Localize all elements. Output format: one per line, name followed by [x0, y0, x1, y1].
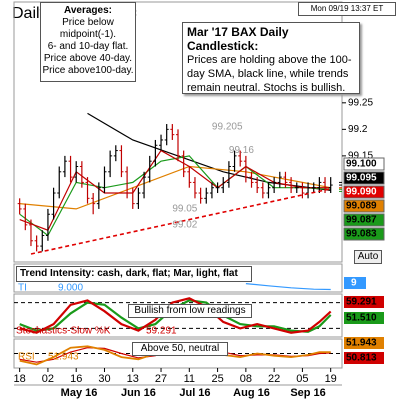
ti-flag — [344, 277, 366, 289]
averages-line: Price above100-day. — [42, 65, 134, 76]
commentary-title: Mar '17 BAX Daily Candlestick: — [187, 25, 289, 53]
rsi-label: RSI — [18, 352, 35, 363]
x-tick-label: 18 — [14, 373, 26, 385]
price-note: 99.16 — [229, 145, 254, 156]
rsi-value: 51.943 — [48, 352, 79, 363]
month-label: Jun 16 — [121, 387, 156, 399]
price-flag — [343, 227, 385, 241]
price-note: 99.05 — [172, 204, 197, 215]
panel-frame — [13, 1, 343, 263]
price-note: 99.02 — [172, 219, 197, 230]
x-tick-label: 13 — [127, 373, 139, 385]
commentary-text: Prices are holding above the 100-day SMA… — [187, 54, 352, 94]
y-tick-label: 99.25 — [348, 97, 373, 108]
stoch-label: Stochastics-Slow %K — [16, 326, 111, 337]
price-flag — [343, 199, 385, 213]
x-tick-label: 19 — [325, 373, 337, 385]
averages-box: Averages: Price below midpoint(-1). 6- a… — [40, 2, 136, 82]
price-flag — [343, 213, 385, 227]
x-tick-label: 02 — [42, 373, 54, 385]
stoch-flag — [344, 296, 384, 308]
moving-average — [19, 149, 331, 231]
price-flag-label: 99.100 — [346, 159, 377, 170]
y-tick-label: 99.15 — [348, 151, 373, 162]
trend-note: Trend Intensity: cash, dark, flat; Mar, … — [16, 266, 252, 282]
stoch-flag — [344, 312, 384, 324]
price-flag-label: 99.087 — [346, 215, 377, 226]
price-flag-label: 99.083 — [346, 229, 377, 240]
price-note: 99.205 — [212, 121, 243, 132]
panel-frame — [13, 293, 343, 338]
price-flag — [343, 157, 385, 171]
ti-line — [245, 283, 331, 291]
averages-line: Price above 40-day. — [43, 53, 133, 64]
timestamp: Mon 09/19 13:37 ET — [298, 2, 396, 16]
x-tick-label: 30 — [98, 373, 110, 385]
x-tick-label: 05 — [296, 373, 308, 385]
stoch-flag-label: 51.510 — [346, 313, 377, 324]
rsi-flag-label: 51.943 — [346, 338, 377, 349]
rsi-note: Above 50, neutral — [132, 342, 228, 356]
averages-title: Averages: — [64, 5, 112, 16]
month-label: Aug 16 — [233, 387, 270, 399]
averages-line: 6- and 10-day flat. — [47, 41, 129, 52]
stoch-k — [19, 297, 332, 334]
panel-frame — [13, 263, 343, 293]
ti-flag-label: 9 — [351, 278, 357, 289]
x-tick-label: 25 — [211, 373, 223, 385]
rsi-flag-label: 50.813 — [346, 353, 377, 364]
month-label: Jul 16 — [179, 387, 210, 399]
x-tick-label: 27 — [155, 373, 167, 385]
price-flag — [343, 171, 385, 185]
stoch-flag-label: 59.291 — [346, 297, 377, 308]
stoch-value: 59.291 — [146, 326, 177, 337]
rsi-flag — [344, 337, 384, 349]
x-tick-label: 16 — [70, 373, 82, 385]
ti-value: 9.000 — [58, 283, 83, 294]
ti-label: TI — [18, 283, 27, 294]
price-flag-label: 99.090 — [346, 187, 377, 198]
stoch-note: Bullish from low readings — [128, 304, 252, 318]
commentary-box: Mar '17 BAX Daily Candlestick: Prices ar… — [182, 22, 360, 94]
x-tick-label: 08 — [240, 373, 252, 385]
auto-button[interactable]: Auto — [354, 250, 382, 264]
price-flag-label: 99.089 — [346, 201, 377, 212]
x-tick-label: 22 — [268, 373, 280, 385]
y-tick-label: 99.2 — [348, 124, 368, 135]
price-flag-label: 99.095 — [346, 173, 377, 184]
rsi-flag — [344, 352, 384, 364]
x-tick-label: 11 — [184, 373, 195, 385]
month-label: May 16 — [61, 387, 98, 399]
averages-line: Price below midpoint(-1). — [59, 17, 117, 40]
trendline — [30, 188, 331, 255]
price-flag — [343, 185, 385, 199]
month-label: Sep 16 — [290, 387, 325, 399]
